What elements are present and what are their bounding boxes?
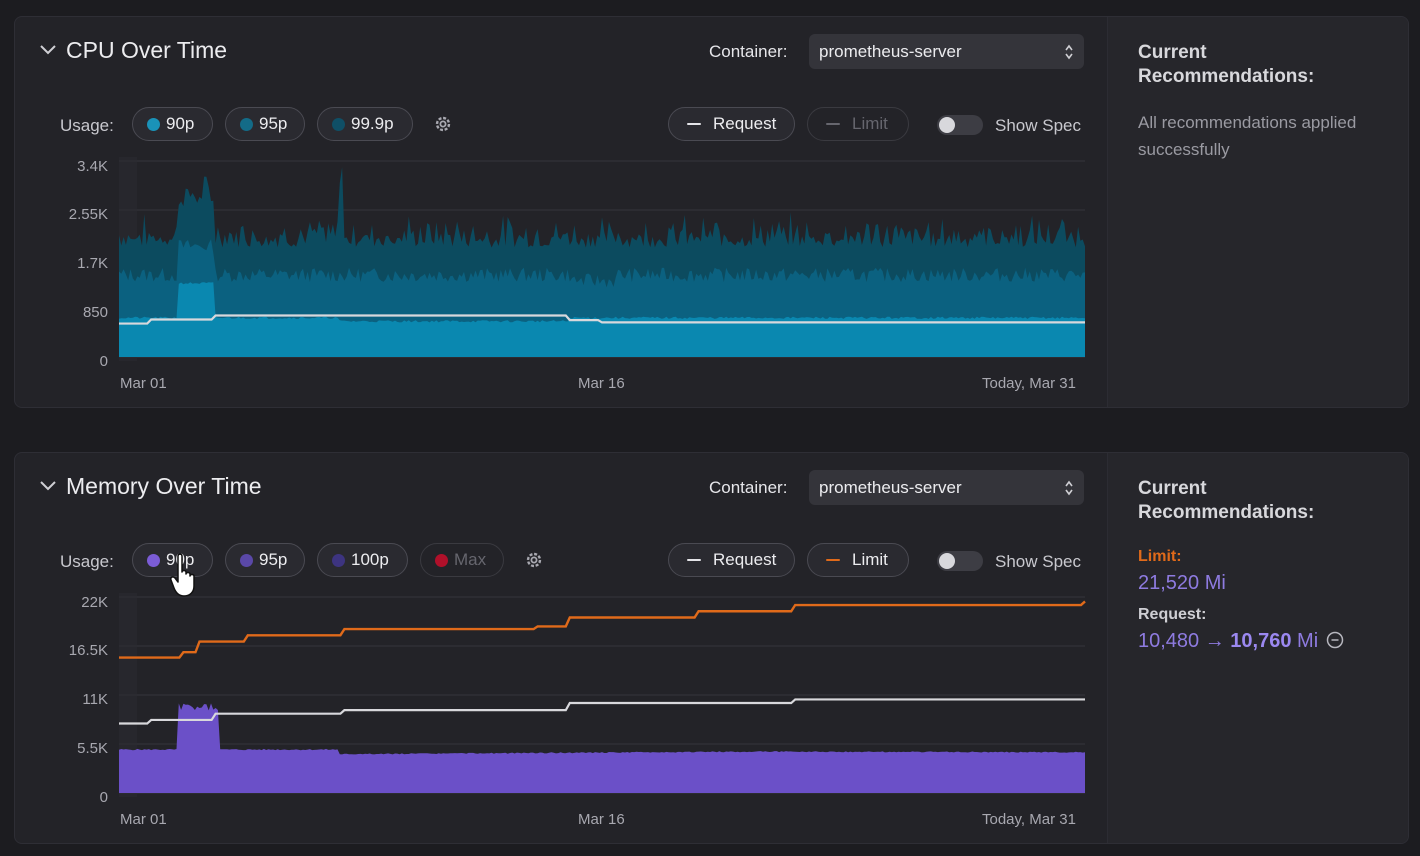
chevron-down-icon[interactable] (39, 41, 57, 59)
series-dot-icon (332, 118, 345, 131)
y-tick-label: 2.55K (68, 206, 108, 223)
limit-toggle-button[interactable]: Limit (807, 543, 909, 577)
y-tick-label: 3.4K (77, 158, 108, 175)
container-select-value: prometheus-server (819, 478, 962, 497)
recommendations-text: All recommendations applied successfully (1138, 113, 1357, 159)
cpu-chart[interactable] (119, 157, 1085, 363)
series-dot-icon (147, 118, 160, 131)
line-dash-icon (687, 559, 701, 561)
request-unit: Mi (1297, 630, 1319, 652)
usage-pill-95p[interactable]: 95p (225, 107, 305, 141)
shaded-region (119, 593, 137, 797)
pill-label: Limit (852, 550, 888, 569)
memory-chart[interactable] (119, 593, 1086, 799)
usage-label: Usage: (60, 116, 114, 135)
select-arrows-icon (1065, 44, 1073, 60)
y-tick-label: 5.5K (77, 740, 108, 757)
pill-label: Request (713, 550, 777, 569)
request-line (119, 698, 1085, 725)
y-tick-label: 0 (99, 789, 108, 806)
line-dash-icon (826, 559, 840, 561)
pill-label: 95p (259, 550, 288, 569)
usage-label: Usage: (60, 552, 114, 571)
y-tick-label: 22K (81, 594, 108, 611)
pill-label: 90p (166, 114, 195, 133)
request-to-value: 10,760 (1230, 630, 1292, 652)
y-tick-label: 11K (82, 691, 108, 708)
series-90p-area (119, 282, 1085, 357)
request-toggle-button[interactable]: Request (668, 107, 795, 141)
recommendations-sidebar (1107, 17, 1408, 407)
limit-toggle-button[interactable]: Limit (807, 107, 909, 141)
container-label: Container: (709, 478, 788, 497)
pill-label: Request (713, 114, 777, 133)
minus-circle-icon[interactable] (1326, 631, 1344, 649)
request-recommendation-value: 10,480 → 10,760 Mi (1138, 630, 1344, 653)
container-select[interactable]: prometheus-server (809, 470, 1084, 505)
show-spec-label: Show Spec (995, 116, 1081, 135)
series-dot-icon (240, 554, 253, 567)
x-tick-label: Mar 16 (578, 375, 625, 392)
panel-title: CPU Over Time (66, 37, 228, 63)
panel-title: Memory Over Time (66, 473, 262, 499)
y-tick-label: 850 (82, 304, 108, 321)
show-spec-toggle[interactable] (937, 115, 983, 135)
request-line (119, 314, 1085, 325)
recommendations-sidebar (1107, 453, 1408, 843)
x-tick-label: Mar 01 (120, 811, 167, 828)
line-dash-icon (826, 123, 840, 125)
cpu-panel: CPU Over Time Container: prometheus-serv… (14, 16, 1409, 408)
recommendations-title: Current Recommendations: (1138, 42, 1315, 87)
x-tick-label: Today, Mar 31 (982, 811, 1076, 828)
pill-label: Limit (852, 114, 888, 133)
series-dot-icon (147, 554, 160, 567)
request-recommendation-label: Request: (1138, 606, 1207, 623)
x-tick-label: Mar 16 (578, 811, 625, 828)
gear-icon[interactable] (524, 550, 544, 570)
hand-cursor-icon (170, 553, 195, 597)
series-90p-area (119, 703, 1085, 793)
x-tick-label: Mar 01 (120, 375, 167, 392)
pill-label: 95p (259, 114, 288, 133)
container-select[interactable]: prometheus-server (809, 34, 1084, 69)
limit-recommendation-value: 21,520 Mi (1138, 572, 1226, 594)
series-dot-icon (332, 554, 345, 567)
usage-pill-90p[interactable]: 90p (132, 107, 213, 141)
recommendations-title: Current Recommendations: (1138, 478, 1315, 523)
gear-icon[interactable] (433, 114, 453, 134)
pill-label: 99.9p (351, 114, 394, 133)
memory-panel: Memory Over Time Container: prometheus-s… (14, 452, 1409, 844)
series-dot-icon (240, 118, 253, 131)
select-arrows-icon (1065, 480, 1073, 496)
usage-pill-99-9p[interactable]: 99.9p (317, 107, 413, 141)
y-tick-label: 0 (99, 353, 108, 370)
limit-line (119, 600, 1086, 659)
series-dot-icon (435, 554, 448, 567)
arrow-right-icon: → (1204, 630, 1225, 652)
show-spec-toggle[interactable] (937, 551, 983, 571)
y-tick-label: 16.5K (68, 642, 108, 659)
container-label: Container: (709, 42, 788, 61)
usage-pill-max[interactable]: Max (420, 543, 504, 577)
usage-pill-95p[interactable]: 95p (225, 543, 305, 577)
limit-recommendation-label: Limit: (1138, 548, 1182, 565)
request-from-value: 10,480 (1138, 630, 1200, 652)
pill-label: 100p (351, 550, 389, 569)
usage-pill-100p[interactable]: 100p (317, 543, 408, 577)
chevron-down-icon[interactable] (39, 477, 57, 495)
request-toggle-button[interactable]: Request (668, 543, 795, 577)
y-tick-label: 1.7K (77, 255, 108, 272)
pill-label: Max (454, 550, 487, 569)
show-spec-label: Show Spec (995, 552, 1081, 571)
x-tick-label: Today, Mar 31 (982, 375, 1076, 392)
line-dash-icon (687, 123, 701, 125)
container-select-value: prometheus-server (819, 42, 962, 61)
